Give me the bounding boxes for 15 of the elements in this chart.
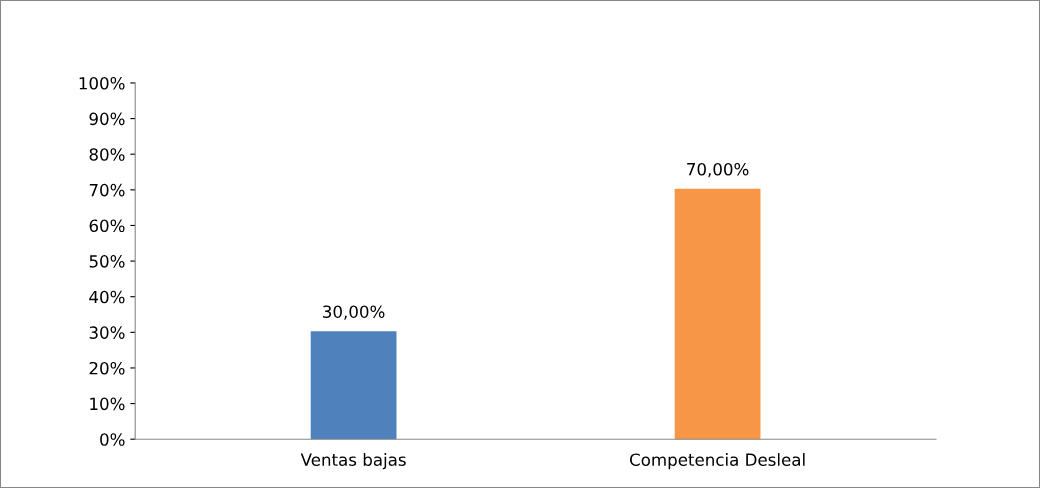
x-tick-label: Competencia Desleal (630, 453, 805, 470)
y-tick-label: 30% (89, 326, 125, 339)
y-tick-label: 80% (89, 148, 125, 161)
y-tick-label: 40% (89, 290, 125, 304)
y-tick-label: 10% (90, 397, 125, 411)
y-tick-label: 90% (89, 112, 125, 126)
y-tick-label: 50% (89, 255, 125, 268)
data-label: 70,00% (687, 162, 749, 178)
y-tick-label: 100% (79, 76, 125, 90)
y-tick-label: 70% (89, 183, 125, 197)
y-tick-label: 60% (89, 219, 125, 233)
data-label: 30,00% (323, 305, 385, 320)
y-tick-label: 0% (100, 433, 125, 446)
y-tick-label: 20% (89, 361, 125, 375)
x-tick-label: Ventas bajas (300, 453, 406, 470)
